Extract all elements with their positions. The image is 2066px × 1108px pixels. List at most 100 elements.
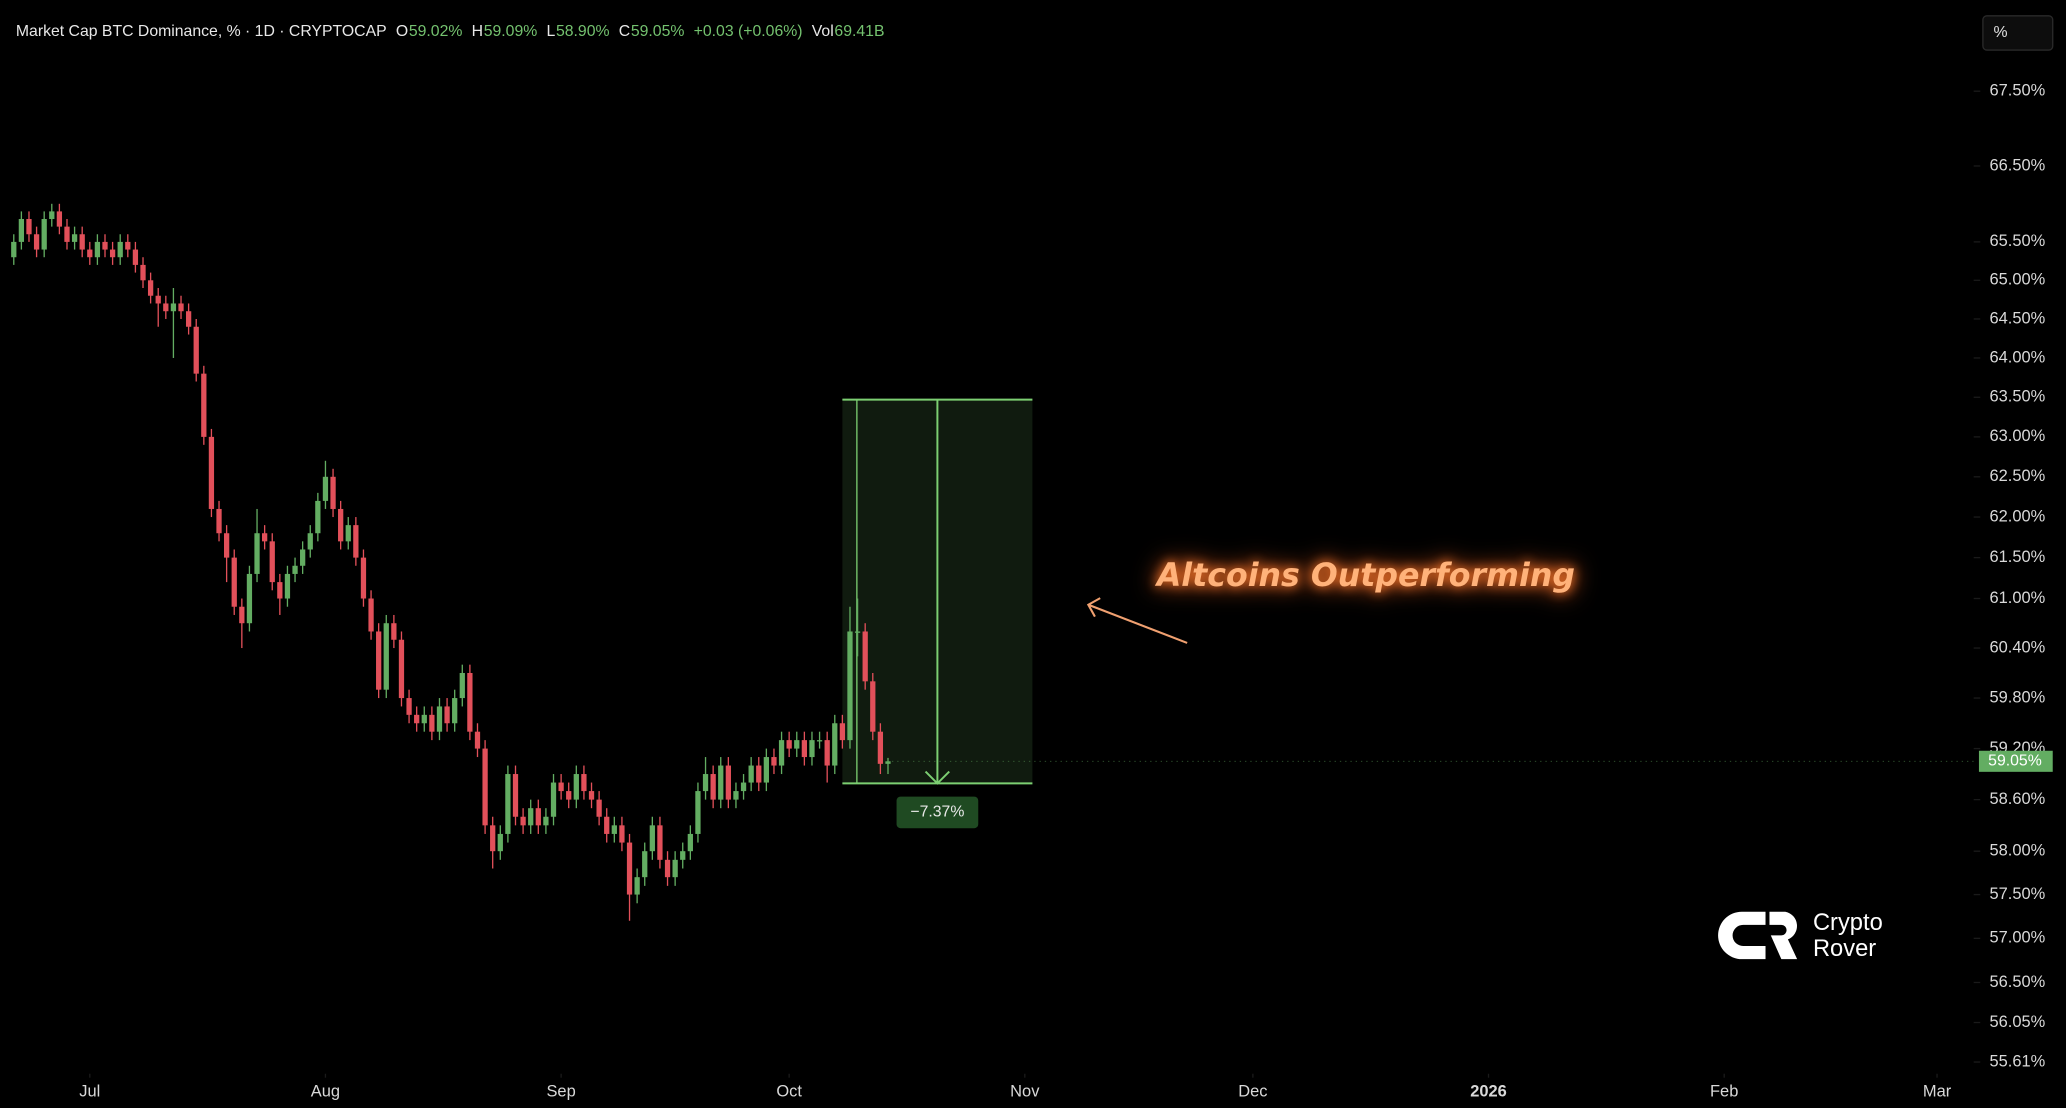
y-tick-label: 59.80% [1989, 688, 2045, 706]
candle-body [520, 816, 526, 826]
candle-body [71, 234, 78, 242]
y-tick-label: 55.61% [1989, 1052, 2045, 1070]
candle-body [109, 249, 116, 258]
candle-body [383, 623, 389, 690]
candle-body [208, 436, 215, 509]
candle-body [185, 311, 192, 327]
candle-body [771, 757, 777, 766]
candle-body [763, 757, 769, 783]
candle-body [201, 373, 207, 437]
candle-body [687, 833, 693, 852]
x-tick-label: Sep [546, 1083, 575, 1101]
y-tick-label: 57.50% [1989, 885, 2045, 903]
annotation-arrow [1087, 603, 1188, 644]
candle-body [862, 631, 868, 682]
candle-body [11, 241, 17, 258]
candle-body [231, 557, 237, 607]
candle-body [406, 698, 412, 715]
candle-body [155, 295, 161, 304]
candle-body [26, 219, 32, 235]
candle-body [140, 264, 146, 281]
candle-body [132, 249, 139, 265]
candle-body [292, 565, 298, 574]
x-tick-label: Feb [1710, 1083, 1738, 1101]
vol-key: Vol [812, 23, 834, 40]
candle-body [163, 303, 169, 312]
candle-body [223, 533, 230, 558]
candle-body [664, 859, 671, 878]
candle-body [801, 740, 808, 758]
candle-body [41, 219, 47, 250]
candle-body [170, 303, 177, 312]
candle-body [733, 791, 739, 800]
candle-body [535, 808, 541, 826]
x-tick-label: Oct [776, 1083, 802, 1101]
candle-body [566, 791, 572, 800]
candle-body [467, 672, 473, 732]
y-tick-label: 63.50% [1989, 388, 2045, 406]
candle-body [619, 825, 625, 843]
candle-body [239, 606, 245, 624]
percent-button[interactable] [1982, 15, 2054, 51]
candle-body [626, 842, 633, 895]
candle-body [33, 234, 40, 250]
measure-label: −7.37% [910, 804, 964, 821]
candle-body [269, 541, 275, 583]
last-price-label: 59.05% [1988, 752, 2042, 769]
logo-text: Rover [1813, 936, 1876, 962]
candle-body [725, 765, 731, 800]
candle-body [56, 211, 63, 227]
candle-body [649, 825, 655, 852]
ohlc-key: C [619, 23, 630, 40]
vol-value: 69.41B [834, 23, 884, 40]
x-tick-label: Nov [1010, 1083, 1040, 1101]
candle-body [695, 791, 701, 834]
candle-body [672, 859, 678, 878]
candle-body [436, 706, 443, 732]
y-tick-label: 66.50% [1989, 156, 2045, 174]
x-tick-label: Aug [311, 1083, 340, 1101]
y-tick-label: 56.50% [1989, 973, 2045, 991]
logo: Crypto Rover [1718, 910, 1883, 962]
x-tick-label: Jul [79, 1083, 100, 1101]
candle-body [459, 672, 465, 699]
y-tick-label: 65.00% [1989, 271, 2045, 289]
candle-body [284, 573, 291, 599]
y-tick-label: 58.00% [1989, 842, 2045, 860]
candle-body [338, 508, 344, 542]
y-tick-label: 64.50% [1989, 309, 2045, 327]
candle-body [634, 877, 640, 895]
candle-body [528, 808, 534, 826]
candle-body [368, 598, 374, 632]
candle-body [18, 219, 25, 242]
candle-body [322, 476, 329, 501]
candle-body [147, 280, 154, 296]
candle-body [277, 582, 283, 599]
measure-arrowhead [924, 770, 950, 785]
candle-body [490, 825, 496, 852]
candle-body [702, 774, 709, 792]
candle-body [193, 326, 199, 374]
y-tick-label: 62.50% [1989, 467, 2045, 485]
y-tick-label: 64.00% [1989, 348, 2045, 366]
candle-body [550, 782, 557, 817]
ohlc-key: L [547, 23, 556, 40]
candle-body [49, 211, 55, 220]
logo-c [1718, 911, 1766, 960]
candle-body [680, 851, 686, 860]
candle-body [376, 631, 382, 690]
candle-body [64, 226, 70, 242]
candle-body [596, 799, 602, 817]
candle-body [505, 774, 511, 834]
candle-body [216, 508, 222, 534]
candle-body [444, 706, 450, 724]
candle-body [816, 740, 823, 742]
candle-body [414, 714, 420, 724]
x-tick-label: Mar [1923, 1083, 1952, 1101]
measure-label-box [896, 796, 979, 829]
candle-body [558, 782, 564, 792]
change: +0.03 (+0.06%) [694, 23, 803, 40]
candle-body [794, 740, 800, 749]
